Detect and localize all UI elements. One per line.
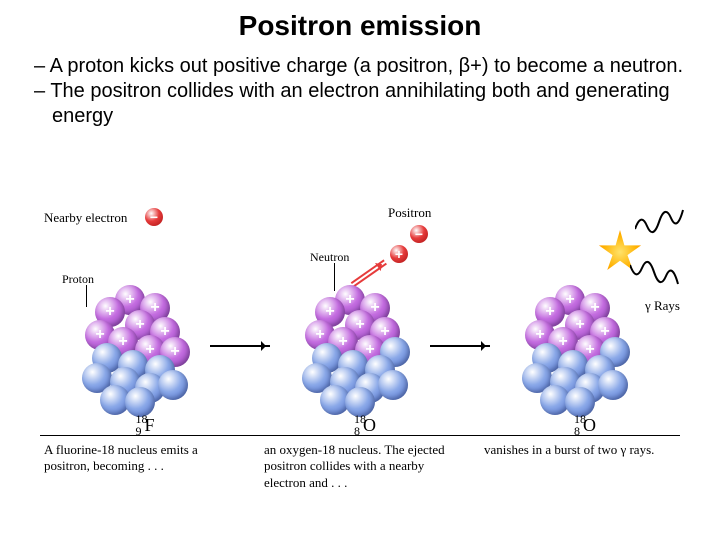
label-nearby-electron: Nearby electron xyxy=(44,210,127,226)
label-neutron: Neutron xyxy=(310,250,349,265)
caption-2: an oxygen-18 nucleus. The ejected positr… xyxy=(264,442,464,491)
nucleus-3 xyxy=(525,290,645,410)
page-title: Positron emission xyxy=(0,0,720,42)
gamma-ray-1 xyxy=(635,204,685,234)
nucleus-2 xyxy=(305,290,425,410)
panel-2: Positron Neutron 188O an oxygen-18 nucle… xyxy=(260,210,470,510)
neutron-ball xyxy=(598,370,628,400)
neutron-ball xyxy=(158,370,188,400)
isotope-2: 188O xyxy=(260,415,470,436)
isotope-1: 189F xyxy=(40,415,250,436)
electron-icon xyxy=(145,208,163,226)
bullet-list: A proton kicks out positive charge (a po… xyxy=(0,42,720,129)
label-positron: Positron xyxy=(388,205,431,221)
label-gamma: γ Rays xyxy=(645,298,680,314)
label-proton: Proton xyxy=(62,272,94,287)
rule xyxy=(40,435,680,436)
caption-1: A fluorine-18 nucleus emits a positron, … xyxy=(44,442,244,475)
positron-icon xyxy=(390,245,408,263)
electron-icon-2 xyxy=(410,225,428,243)
isotope-3: 188O xyxy=(480,415,690,436)
neutron-ball xyxy=(378,370,408,400)
diagram: Nearby electron Proton 189F A fluorine-1… xyxy=(40,210,680,520)
panel-1: Nearby electron Proton 189F A fluorine-1… xyxy=(40,210,250,510)
bullet-1: A proton kicks out positive charge (a po… xyxy=(34,54,702,79)
gamma-ray-2 xyxy=(630,260,680,290)
caption-3: vanishes in a burst of two γ rays. xyxy=(484,442,684,458)
panel-3: γ Rays 188O vanishes in a burst of two γ… xyxy=(480,210,690,510)
bullet-2: The positron collides with an electron a… xyxy=(34,79,702,129)
nucleus-1 xyxy=(85,290,205,410)
